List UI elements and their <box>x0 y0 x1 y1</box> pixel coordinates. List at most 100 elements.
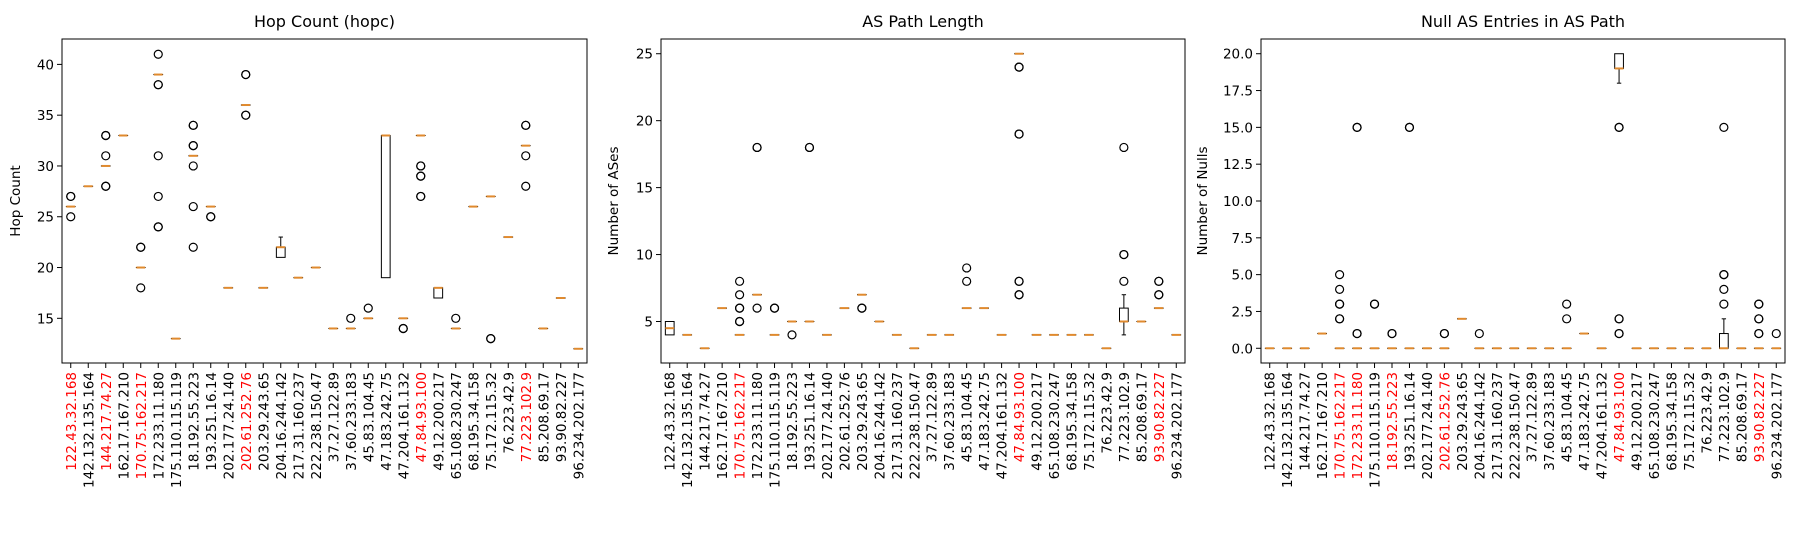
outlier-point <box>241 69 251 80</box>
outlier-point <box>1754 314 1764 324</box>
box-37.60.233.183 <box>345 313 356 330</box>
box-93.90.82.227 <box>1753 299 1764 350</box>
box-204.16.244.142 <box>1474 328 1485 350</box>
x-tick-label: 204.16.244.142 <box>1472 372 1488 479</box>
x-tick-label: 96.234.202.177 <box>571 372 587 479</box>
y-axis-label: Number of ASes <box>606 147 622 256</box>
box-18.192.55.223 <box>787 320 797 340</box>
x-tick-label: 175.110.115.119 <box>768 372 784 488</box>
x-tick-label: 85.208.69.17 <box>536 372 552 462</box>
x-tick-label: 47.204.161.132 <box>1595 372 1611 479</box>
x-tick-label: 202.177.24.140 <box>820 372 836 479</box>
box-77.223.102.9 <box>1719 122 1729 350</box>
x-tick-label: 217.31.160.237 <box>1490 372 1506 479</box>
outlier-point <box>1334 284 1345 294</box>
outlier-point <box>136 283 146 293</box>
outlier-point <box>1439 328 1450 339</box>
outlier-point <box>787 330 797 340</box>
x-tick-label: 18.192.55.223 <box>1385 372 1401 471</box>
x-tick-label: 93.90.82.227 <box>1752 372 1768 462</box>
x-tick-label: 47.183.242.75 <box>1577 372 1593 471</box>
outlier-point <box>1119 142 1129 153</box>
box-47.84.93.100 <box>1014 52 1024 300</box>
box-75.172.115.32 <box>485 195 496 344</box>
outlier-point <box>1614 314 1624 324</box>
y-tick-label: 7.5 <box>1232 231 1253 247</box>
x-tick-label: 75.172.115.32 <box>1082 372 1098 471</box>
y-axis-label: Hop Count <box>8 165 24 236</box>
y-tick-label: 40 <box>37 57 54 73</box>
outlier-point <box>734 290 745 300</box>
box-193.251.16.14 <box>1404 122 1415 350</box>
outlier-point <box>66 191 76 202</box>
y-tick-label: 15.0 <box>1223 120 1253 136</box>
outlier-point <box>1387 328 1397 339</box>
axes-frame <box>1260 38 1786 364</box>
box-47.204.161.132 <box>398 317 409 334</box>
outlier-point <box>346 313 356 323</box>
x-tick-label: 202.177.24.140 <box>1420 372 1436 479</box>
y-tick-label: 10 <box>636 248 653 264</box>
x-tick-label: 37.60.233.183 <box>942 372 958 471</box>
outlier-point <box>1119 276 1129 286</box>
x-tick-label: 76.223.42.9 <box>1699 372 1715 454</box>
outlier-point <box>153 222 163 232</box>
outlier-point <box>752 142 762 153</box>
x-tick-label: 68.195.34.158 <box>1064 372 1080 471</box>
box-170.75.162.217 <box>135 242 146 293</box>
outlier-point <box>1014 62 1024 72</box>
y-tick-label: 25 <box>636 47 653 63</box>
outlier-point <box>153 80 163 90</box>
outlier-point <box>153 49 163 59</box>
x-tick-label: 76.223.42.9 <box>501 372 517 454</box>
x-tick-label: 204.16.244.142 <box>274 372 290 479</box>
outlier-point <box>962 276 972 286</box>
outlier-point <box>416 191 426 202</box>
chart-title: Null AS Entries in AS Path <box>1421 12 1625 31</box>
box-77.223.102.9 <box>1119 142 1129 336</box>
x-tick-label: 18.192.55.223 <box>785 372 801 471</box>
outlier-point <box>1369 299 1380 309</box>
box-49.12.200.217 <box>433 286 444 299</box>
outlier-point <box>962 263 972 273</box>
outlier-point <box>1334 270 1345 280</box>
outlier-point <box>66 212 76 222</box>
x-tick-label: 142.132.135.164 <box>1280 372 1296 488</box>
axes-frame <box>61 38 588 364</box>
x-tick-label: 65.108.230.247 <box>1047 372 1063 479</box>
x-tick-label: 47.204.161.132 <box>995 372 1011 479</box>
x-tick-label: 202.61.252.76 <box>1437 372 1453 471</box>
outlier-point <box>451 313 461 323</box>
x-tick-label: 172.233.11.180 <box>1350 372 1366 479</box>
box-122.43.32.168 <box>664 320 675 336</box>
box-45.83.104.45 <box>363 303 374 320</box>
subplot-3: Null AS Entries in AS Path Number of Null… <box>1195 12 1786 488</box>
x-tick-label: 47.183.242.75 <box>379 372 395 471</box>
x-tick-label: 96.234.202.177 <box>1769 372 1785 479</box>
x-tick-label: 193.251.16.14 <box>802 372 818 471</box>
box-93.90.82.227 <box>1153 276 1164 310</box>
x-tick-label: 142.132.135.164 <box>81 372 97 488</box>
outlier-point <box>1154 290 1164 300</box>
x-tick-label: 175.110.115.119 <box>169 372 185 488</box>
box-193.251.16.14 <box>804 142 815 323</box>
box-47.84.93.100 <box>415 134 426 202</box>
outlier-point <box>521 181 531 191</box>
x-tick-label: 202.61.252.76 <box>837 372 853 471</box>
box-175.110.115.119 <box>769 303 780 336</box>
outlier-point <box>206 212 216 222</box>
subplot-2: AS Path Length Number of ASes 5 10 15 20 25 122… <box>606 12 1186 488</box>
box-18.192.55.223 <box>188 120 199 252</box>
x-tick-label: 45.83.104.45 <box>1560 372 1576 462</box>
x-tick-label: 47.204.161.132 <box>396 372 412 479</box>
outlier-point <box>752 303 762 313</box>
x-tick-label: 77.223.102.9 <box>519 372 535 462</box>
outlier-point <box>486 334 496 344</box>
y-tick-label: 20 <box>636 114 653 130</box>
x-tick-label: 93.90.82.227 <box>1152 372 1168 462</box>
x-tick-label: 172.233.11.180 <box>750 372 766 479</box>
box-172.233.11.180 <box>1352 122 1362 350</box>
x-tick-label: 76.223.42.9 <box>1099 372 1115 454</box>
outlier-point <box>188 141 198 151</box>
